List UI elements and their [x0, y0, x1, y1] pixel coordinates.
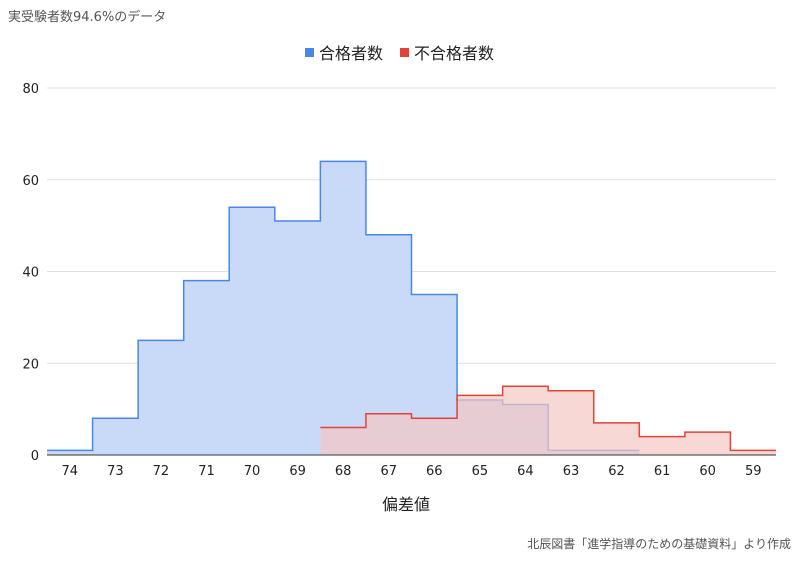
y-tick-label-20: 20: [22, 357, 39, 372]
x-tick-label-60: 60: [699, 464, 716, 479]
bin-pass-70[interactable]: [229, 207, 275, 455]
y-tick-label-80: 80: [22, 82, 39, 97]
legend: 合格者数 不合格者数: [0, 40, 799, 64]
bin-pass-69[interactable]: [275, 221, 321, 455]
bin-fail-64[interactable]: [503, 386, 549, 455]
x-tick-label-61: 61: [654, 464, 671, 479]
bin-pass-73[interactable]: [93, 418, 139, 455]
bin-pass-71[interactable]: [184, 281, 230, 455]
series-fail: [320, 385, 776, 455]
bin-pass-74[interactable]: [47, 450, 93, 455]
area-fill-fail: [320, 386, 776, 455]
legend-label-pass: 合格者数: [318, 44, 383, 63]
legend-item-fail[interactable]: 不合格者数: [400, 40, 494, 64]
bin-fail-61[interactable]: [639, 437, 685, 455]
bin-fail-66[interactable]: [412, 418, 458, 455]
x-tick-label-63: 63: [563, 464, 580, 479]
y-tick-label-40: 40: [22, 266, 39, 281]
x-tick-label-73: 73: [107, 464, 124, 479]
legend-item-pass[interactable]: 合格者数: [304, 40, 383, 64]
legend-label-fail: 不合格者数: [414, 44, 495, 63]
x-tick-label-68: 68: [335, 464, 352, 479]
bin-fail-67[interactable]: [366, 414, 412, 455]
legend-swatch-fail: [400, 47, 410, 57]
bin-fail-62[interactable]: [594, 423, 640, 455]
axis-layer: 0 20 40 60 80 74 73 72 71 70 69 68 67 66 65 64 63 62 61 60 5…: [22, 82, 776, 479]
x-tick-label-66: 66: [426, 464, 443, 479]
x-tick-label-72: 72: [153, 464, 170, 479]
legend-swatch-pass: [304, 47, 314, 57]
x-tick-label-70: 70: [244, 464, 261, 479]
x-tick-label-64: 64: [517, 464, 534, 479]
source-note: 北辰図書「進学指導のための基礎資料」より作成: [527, 537, 791, 551]
series-layer: [47, 160, 776, 455]
x-tick-label-62: 62: [608, 464, 625, 479]
x-tick-label-69: 69: [289, 464, 306, 479]
x-tick-label-67: 67: [380, 464, 397, 479]
step-line-fail: [320, 385, 776, 452]
bin-pass-72[interactable]: [138, 340, 184, 455]
x-tick-label-59: 59: [745, 464, 762, 479]
bin-fail-59[interactable]: [730, 450, 776, 455]
x-tick-label-71: 71: [198, 464, 215, 479]
chart-header-title: 実受験者数94.6%のデータ: [8, 10, 167, 25]
x-tick-label-65: 65: [472, 464, 489, 479]
bin-pass-68[interactable]: [320, 161, 366, 455]
bin-fail-68[interactable]: [320, 427, 366, 455]
y-tick-label-60: 60: [22, 174, 39, 189]
y-tick-label-0: 0: [31, 449, 39, 464]
area-fill-pass: [47, 161, 640, 455]
bin-fail-65[interactable]: [457, 395, 503, 455]
x-tick-label-74: 74: [62, 464, 79, 479]
x-axis-title: 偏差値: [382, 495, 430, 514]
bin-fail-63[interactable]: [548, 391, 594, 455]
bin-fail-60[interactable]: [685, 432, 731, 455]
